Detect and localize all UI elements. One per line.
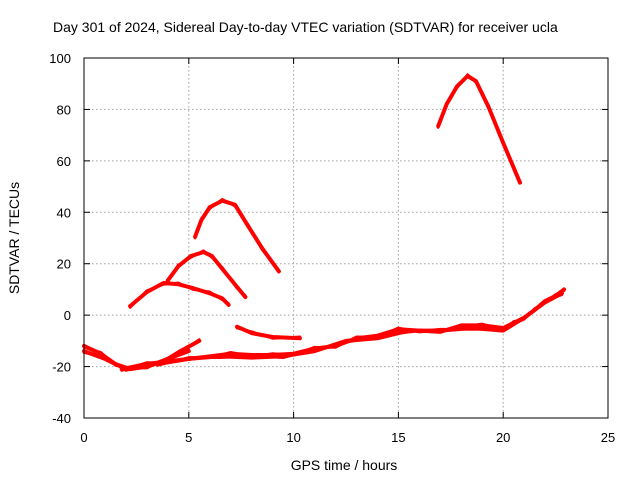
series-jitter-satellite-arc-3 [193, 197, 281, 272]
chart-title: Day 301 of 2024, Sidereal Day-to-day VTE… [53, 19, 558, 35]
x-tick-label: 25 [601, 430, 615, 445]
y-tick-label: -40 [52, 411, 71, 426]
x-tick-label: 0 [80, 430, 87, 445]
y-tick-label: 0 [64, 308, 71, 323]
y-tick-label: 40 [57, 205, 71, 220]
y-tick-label: 80 [57, 102, 71, 117]
y-tick-label: -20 [52, 360, 71, 375]
plot-frame [83, 57, 609, 419]
y-tick-label: 20 [57, 257, 71, 272]
grid-lines [84, 58, 608, 418]
series-jitter-satellite-arc-5 [235, 326, 302, 340]
y-tick-label: 60 [57, 154, 71, 169]
y-tick-label: 100 [49, 51, 71, 66]
x-tick-label: 5 [185, 430, 192, 445]
x-tick-label: 15 [391, 430, 405, 445]
y-axis-label: SDTVAR / TECUs [6, 182, 22, 294]
series-jitter-satellite-arc-2 [166, 249, 247, 297]
series-jitter-daily-background-trend-2 [156, 293, 564, 367]
series-group [82, 73, 566, 372]
series-jitter-satellite-arc-1 [128, 281, 230, 309]
series-line-satellite-arc-4 [436, 74, 522, 185]
series-jitter-satellite-arc-4 [436, 73, 522, 183]
x-tick-label: 10 [286, 430, 300, 445]
tick-labels: 0 5 10 15 20 25 -40 -20 0 20 40 60 80 100 [49, 51, 615, 445]
axis-ticks [83, 57, 609, 419]
x-tick-label: 20 [496, 430, 510, 445]
x-axis-label: GPS time / hours [291, 457, 398, 473]
